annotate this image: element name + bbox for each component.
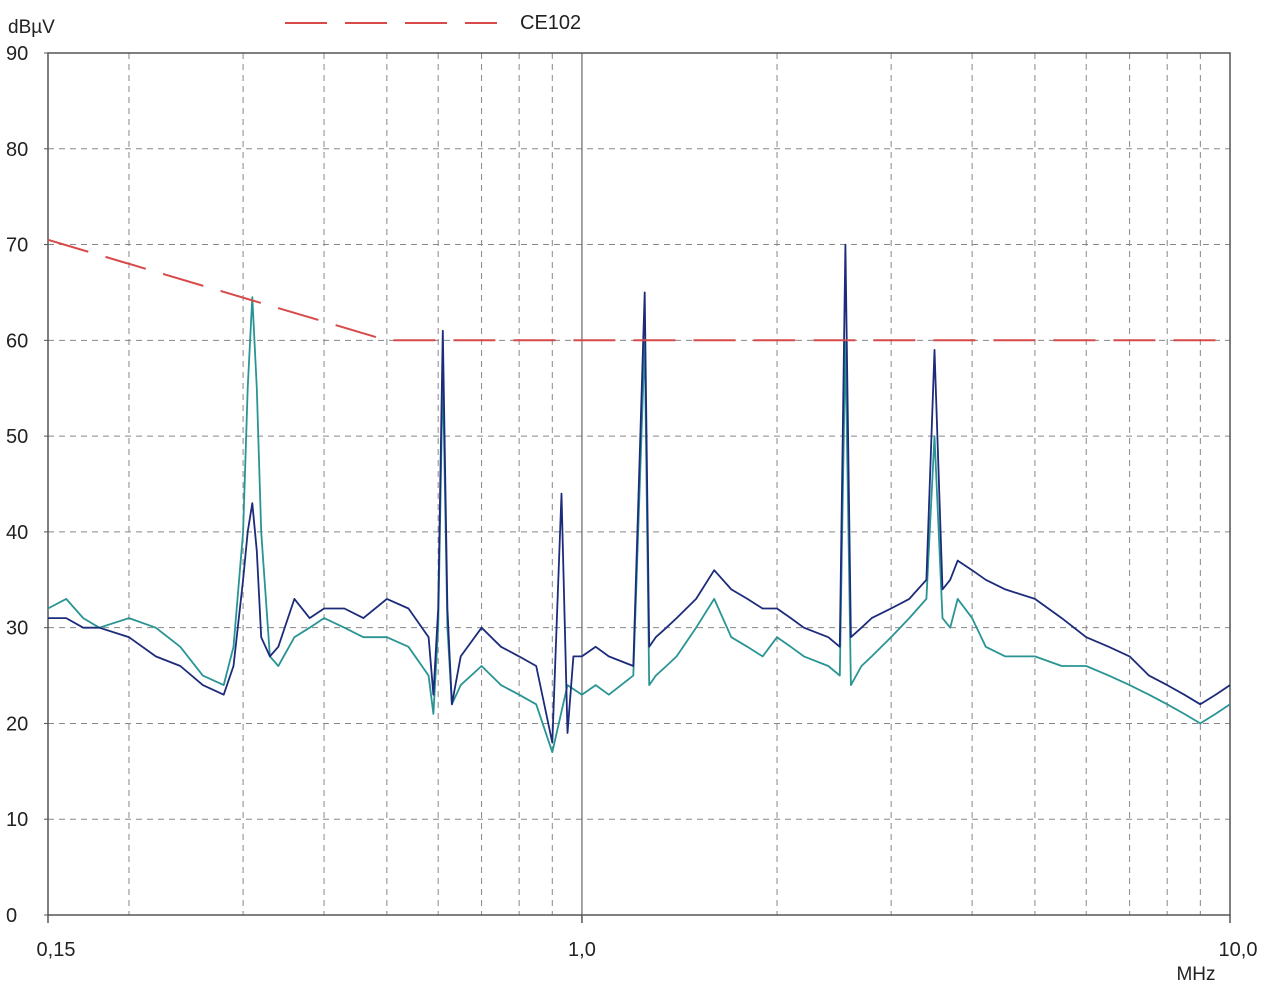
legend-label-ce102: CE102	[520, 12, 581, 34]
x-tick-label: 0,15	[37, 939, 76, 961]
x-axis-ticks: 0,15 1,0 10,0	[37, 915, 1258, 961]
x-tick-label: 10,0	[1219, 939, 1258, 961]
x-tick-label: 1,0	[568, 939, 596, 961]
y-tick-label: 10	[6, 809, 28, 831]
y-tick-label: 70	[6, 235, 28, 257]
y-tick-label: 0	[6, 905, 17, 927]
x-axis-unit-label: MHz	[1176, 964, 1215, 985]
y-tick-label: 90	[6, 43, 28, 65]
y-tick-label: 30	[6, 618, 28, 640]
legend: CE102	[285, 12, 581, 34]
series-line-ce102	[47, 238, 1230, 342]
grid-lines	[48, 53, 1230, 915]
y-tick-label: 50	[6, 426, 28, 448]
series-lines	[47, 238, 1231, 754]
y-tick-label: 60	[6, 330, 28, 352]
y-axis-ticks: 0 10 20 30 40 50 60 70 80 90	[6, 43, 48, 927]
series-line-1	[47, 296, 1231, 754]
plot-area-frame	[47, 52, 1231, 916]
y-tick-label: 80	[6, 139, 28, 161]
y-tick-label: 40	[6, 522, 28, 544]
y-tick-label: 20	[6, 713, 28, 735]
series-line-2	[48, 243, 1231, 744]
y-axis-unit-label: dBµV	[8, 17, 55, 38]
